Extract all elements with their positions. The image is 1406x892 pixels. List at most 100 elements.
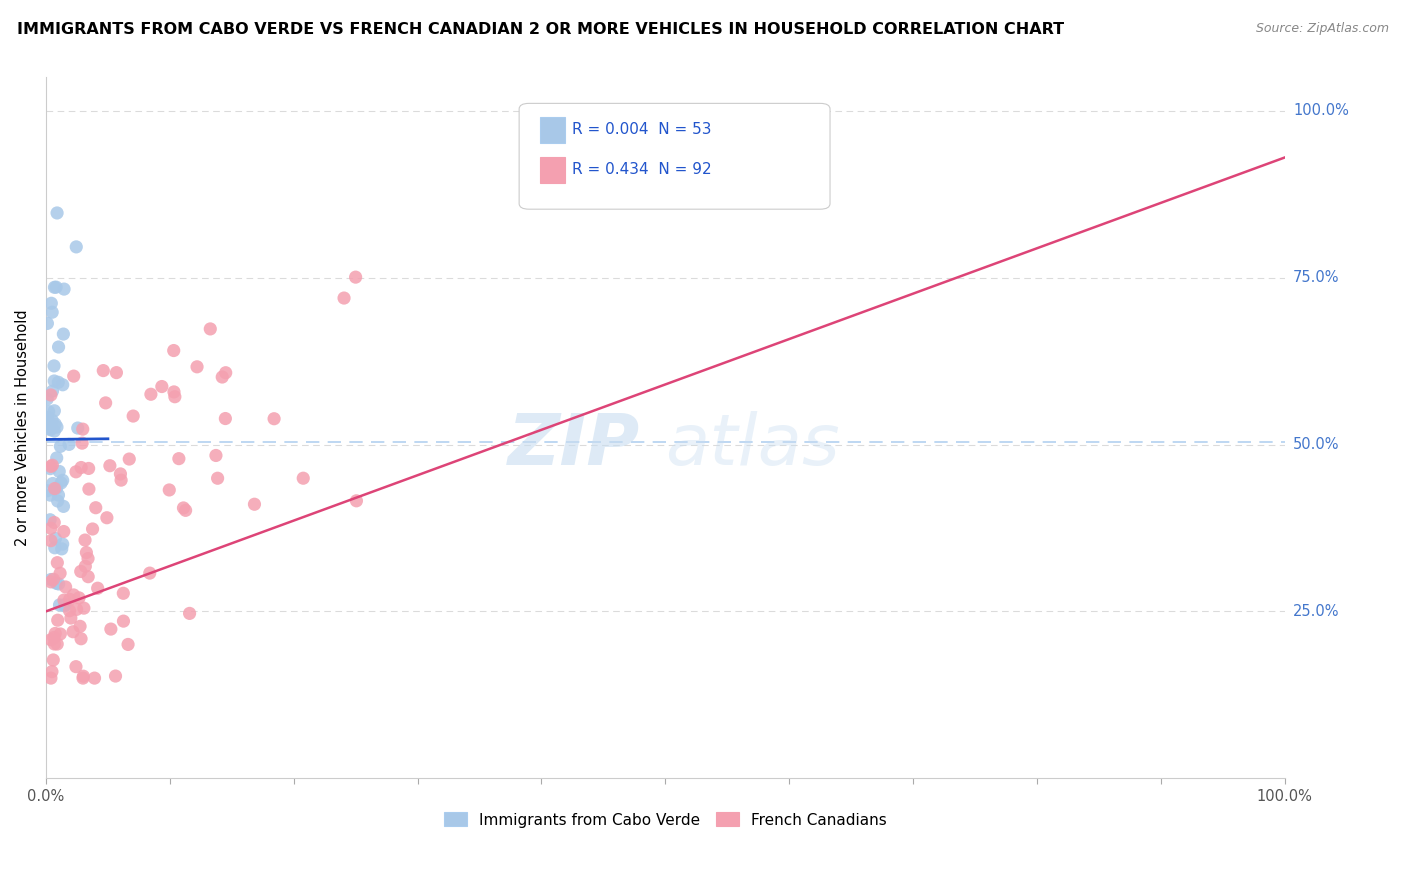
- Point: [38, 422, 60, 436]
- Point: [52, 537, 75, 551]
- Point: [39, 632, 62, 647]
- Point: [346, 493, 368, 508]
- Point: [83, 671, 105, 685]
- Point: [55, 580, 77, 594]
- Point: [39, 671, 62, 685]
- Point: [37, 412, 59, 426]
- Point: [44, 404, 66, 418]
- Point: [65, 465, 87, 479]
- Point: [52, 473, 75, 487]
- Point: [44, 532, 66, 546]
- Point: [186, 359, 208, 374]
- Point: [105, 366, 128, 380]
- Point: [46, 556, 69, 570]
- Point: [46, 613, 69, 627]
- Point: [41, 384, 63, 398]
- Point: [72, 422, 94, 436]
- Point: [167, 451, 190, 466]
- Point: [52, 327, 75, 342]
- Text: IMMIGRANTS FROM CABO VERDE VS FRENCH CANADIAN 2 OR MORE VEHICLES IN HOUSEHOLD CO: IMMIGRANTS FROM CABO VERDE VS FRENCH CAN…: [17, 22, 1064, 37]
- Point: [138, 566, 160, 580]
- Point: [96, 510, 118, 524]
- Point: [94, 396, 117, 410]
- Point: [110, 473, 132, 487]
- Point: [82, 522, 104, 536]
- Point: [52, 500, 75, 514]
- Point: [77, 482, 100, 496]
- Point: [62, 624, 84, 639]
- Point: [98, 458, 121, 473]
- Point: [44, 424, 66, 438]
- Point: [52, 377, 75, 392]
- Point: [37, 410, 59, 425]
- Point: [44, 374, 66, 388]
- Point: [48, 340, 70, 354]
- Text: atlas: atlas: [665, 411, 839, 480]
- Point: [118, 452, 141, 467]
- Point: [65, 240, 87, 254]
- Point: [75, 559, 97, 574]
- Point: [58, 604, 80, 618]
- Point: [44, 482, 66, 496]
- Bar: [540, 118, 565, 143]
- Point: [163, 384, 186, 399]
- Text: 75.0%: 75.0%: [1294, 270, 1340, 285]
- Point: [45, 576, 67, 591]
- Point: [44, 280, 66, 294]
- Point: [139, 387, 162, 401]
- Point: [51, 541, 73, 556]
- Point: [110, 467, 132, 481]
- Text: Source: ZipAtlas.com: Source: ZipAtlas.com: [1256, 22, 1389, 36]
- Point: [67, 591, 90, 605]
- Point: [38, 404, 60, 418]
- Point: [44, 516, 66, 530]
- Point: [172, 500, 194, 515]
- Point: [48, 464, 70, 478]
- Point: [52, 593, 75, 607]
- Point: [44, 626, 66, 640]
- Point: [205, 449, 228, 463]
- Point: [49, 566, 72, 581]
- Point: [72, 671, 94, 685]
- Point: [39, 461, 62, 475]
- Point: [91, 363, 114, 377]
- Point: [215, 366, 238, 380]
- Point: [37, 392, 59, 406]
- Text: 50.0%: 50.0%: [1294, 437, 1340, 452]
- Bar: [540, 157, 565, 183]
- Point: [211, 370, 233, 384]
- Point: [49, 475, 72, 490]
- Point: [41, 458, 63, 473]
- Point: [72, 669, 94, 683]
- Point: [77, 570, 100, 584]
- Point: [37, 317, 59, 331]
- FancyBboxPatch shape: [519, 103, 830, 210]
- Point: [39, 488, 62, 502]
- Point: [42, 631, 65, 645]
- Point: [163, 343, 186, 358]
- Point: [39, 423, 62, 437]
- Text: R = 0.434  N = 92: R = 0.434 N = 92: [572, 162, 711, 178]
- Point: [200, 322, 222, 336]
- Point: [42, 653, 65, 667]
- Point: [179, 607, 201, 621]
- Point: [86, 581, 108, 595]
- Point: [53, 598, 76, 612]
- Point: [207, 471, 229, 485]
- Point: [77, 551, 100, 566]
- Point: [37, 483, 59, 498]
- Point: [37, 417, 59, 431]
- Point: [150, 379, 173, 393]
- Point: [44, 417, 66, 431]
- Point: [59, 611, 82, 625]
- Point: [45, 450, 67, 465]
- Point: [122, 409, 145, 423]
- Point: [44, 637, 66, 651]
- Point: [39, 533, 62, 548]
- Point: [333, 291, 356, 305]
- Point: [46, 376, 69, 390]
- Point: [77, 461, 100, 475]
- Legend: Immigrants from Cabo Verde, French Canadians: Immigrants from Cabo Verde, French Canad…: [437, 806, 893, 834]
- Point: [46, 206, 69, 220]
- Point: [39, 513, 62, 527]
